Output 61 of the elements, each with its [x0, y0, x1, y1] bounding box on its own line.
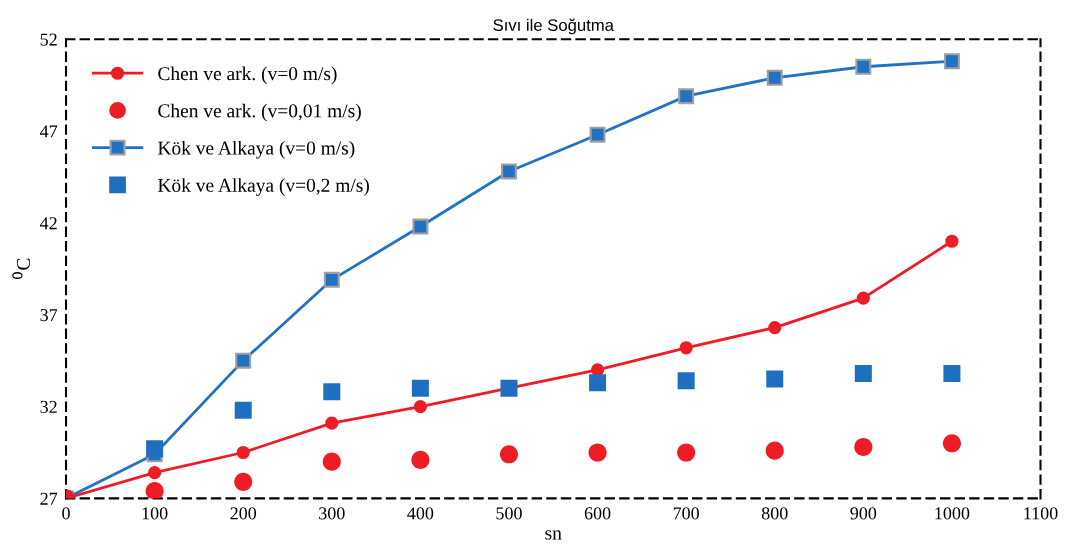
- point: [411, 379, 429, 397]
- point: [235, 352, 252, 369]
- point: [856, 291, 870, 305]
- point: [412, 218, 429, 235]
- x-tick-label: 200: [230, 507, 257, 520]
- y-tick-label: 42: [39, 217, 57, 230]
- y-tick-label: 52: [40, 33, 57, 46]
- legend-label: Kök ve Alkaya (v=0,2 m/s): [157, 178, 369, 196]
- point: [325, 416, 339, 430]
- point: [854, 364, 872, 382]
- point: [589, 374, 607, 392]
- point: [765, 441, 784, 460]
- point: [854, 437, 873, 457]
- point: [411, 450, 430, 469]
- point: [499, 445, 519, 464]
- x-tick-label: 1000: [935, 507, 970, 520]
- point: [942, 434, 961, 453]
- y-tick-label: 27: [40, 492, 58, 505]
- point: [236, 445, 250, 460]
- point: [145, 482, 164, 499]
- point: [589, 126, 606, 143]
- point: [678, 88, 695, 105]
- x-axis-title: sn: [545, 530, 562, 540]
- x-tick-label: 900: [850, 507, 877, 520]
- point: [323, 271, 340, 288]
- legend-label: Kök ve Alkaya (v=0 m/s): [157, 140, 355, 159]
- point: [855, 58, 872, 75]
- x-tick-label: 100: [142, 507, 168, 520]
- point: [413, 399, 427, 414]
- y-tick-label: 37: [40, 309, 58, 322]
- point: [677, 443, 696, 462]
- point: [766, 370, 784, 388]
- y-tick-label: 32: [40, 400, 57, 413]
- point: [766, 69, 783, 86]
- point: [500, 163, 517, 180]
- x-tick-label: 600: [584, 507, 611, 520]
- y-tick-label: 47: [39, 125, 58, 138]
- x-tick-label: 700: [673, 507, 699, 520]
- chart-title: Sıvı ile Soğutma: [493, 18, 614, 35]
- x-tick-label: 400: [407, 507, 434, 520]
- point: [768, 320, 782, 335]
- x-tick-label: 1100: [1024, 507, 1058, 520]
- x-tick-label: 800: [761, 507, 788, 520]
- point: [588, 443, 607, 462]
- point: [322, 452, 341, 471]
- point: [146, 440, 164, 458]
- x-tick-label: 500: [496, 507, 522, 520]
- point: [943, 53, 960, 70]
- point: [323, 383, 341, 401]
- x-tick-label: 300: [319, 507, 345, 520]
- point: [943, 364, 961, 382]
- point: [234, 401, 252, 419]
- point: [679, 341, 693, 355]
- point: [677, 372, 695, 390]
- legend-label: Chen ve ark. (v=0,01 m/s): [158, 103, 361, 122]
- point: [945, 234, 959, 248]
- y-axis-title: $^{0}$C: [12, 258, 30, 279]
- point: [148, 466, 162, 480]
- legend-label: Chen ve ark. (v=0 m/s): [158, 66, 337, 85]
- x-tick-label: 0: [62, 507, 70, 520]
- point: [234, 472, 253, 491]
